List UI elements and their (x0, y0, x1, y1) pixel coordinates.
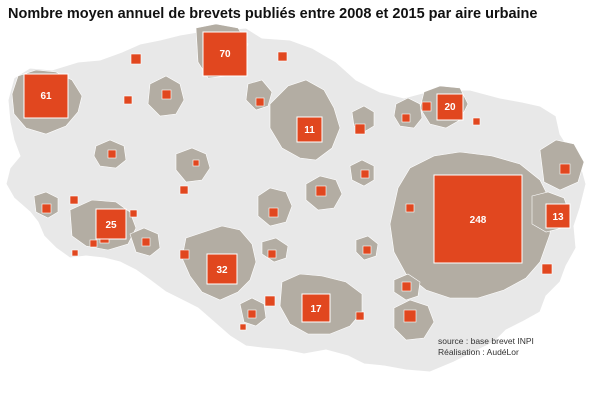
patent-square-small (360, 169, 370, 179)
patent-square-small (421, 101, 432, 112)
patent-square-small (255, 97, 265, 107)
patent-square-small (267, 249, 277, 259)
urban-area-guingamp (245, 79, 273, 111)
patent-square-small (89, 239, 98, 248)
source-note: source : base brevet INPI (438, 336, 534, 346)
patent-square-small (403, 309, 417, 323)
patent-square-small (179, 249, 190, 260)
label-saint-malo: 20 (444, 102, 456, 113)
label-brest: 61 (40, 91, 52, 102)
patent-square-vannes (301, 293, 331, 323)
patent-square-small (130, 53, 142, 65)
urban-area-dinan (393, 97, 423, 129)
patent-square-small (559, 163, 571, 175)
patent-square-small (179, 185, 189, 195)
patent-square-small (472, 117, 481, 126)
credits-block: source : base brevet INPI Réalisation : … (438, 336, 534, 358)
patent-square-small (129, 209, 138, 218)
patent-square-small (141, 237, 151, 247)
patent-square-small (277, 51, 288, 62)
patent-square-small (161, 89, 172, 100)
patent-square-small (71, 249, 79, 257)
patent-square-small (192, 159, 200, 167)
patent-square-saint-malo (436, 93, 464, 121)
label-morlaix: 70 (219, 49, 231, 60)
map-title: Nombre moyen annuel de brevets publiés e… (8, 6, 538, 22)
patent-square-saint-brieuc (296, 116, 323, 143)
patent-square-small (405, 203, 415, 213)
patent-square-small (541, 263, 553, 275)
value-labels: 70 61 20 11 248 13 25 32 17 (40, 49, 564, 315)
patent-square-small (354, 123, 366, 135)
label-angers: 13 (552, 212, 564, 223)
patent-square-small (264, 295, 276, 307)
patent-square-small (107, 149, 117, 159)
label-vannes: 17 (310, 304, 322, 315)
label-lorient: 32 (216, 265, 228, 276)
label-saint-brieuc: 11 (304, 125, 315, 136)
patent-square-small (41, 203, 52, 214)
patent-square-small (247, 309, 257, 319)
patent-square-angers (545, 203, 571, 229)
patent-square-small (123, 95, 133, 105)
patent-square-small (401, 281, 412, 292)
patent-square-brest (23, 73, 69, 119)
label-nantes: 248 (470, 215, 487, 226)
patent-square-small (268, 207, 279, 218)
patent-square-morlaix (202, 31, 248, 77)
patent-square-small (362, 245, 372, 255)
patent-square-small (69, 195, 79, 205)
patent-square-small (239, 323, 247, 331)
author-note: Réalisation : AudéLor (438, 347, 519, 357)
patent-square-nantes (433, 174, 523, 264)
patent-square-lorient (206, 253, 238, 285)
patent-square-quimper (95, 208, 127, 240)
label-quimper: 25 (105, 220, 117, 231)
patent-square-small (355, 311, 365, 321)
urban-area-pontivy (257, 187, 293, 227)
patent-square-small (401, 113, 411, 123)
labeled-patent-squares (23, 31, 571, 323)
patent-square-small (315, 185, 327, 197)
